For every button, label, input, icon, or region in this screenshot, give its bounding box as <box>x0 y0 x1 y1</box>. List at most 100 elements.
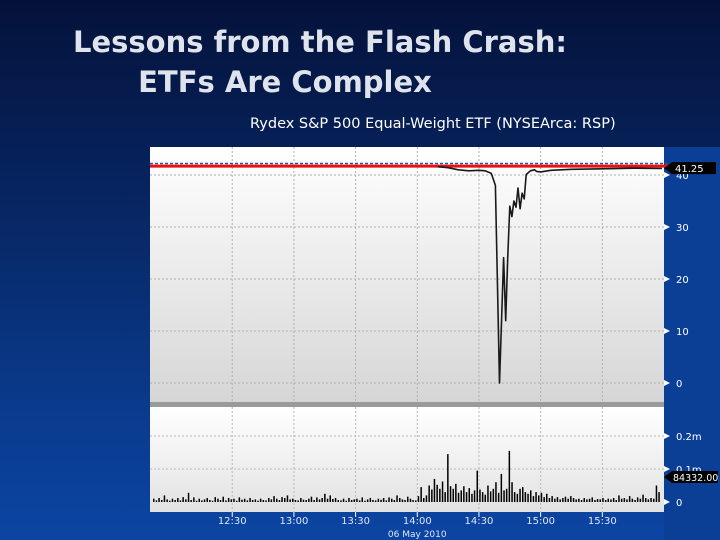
volume-tick-label: 0.2m <box>676 432 702 443</box>
last-price-label: 41.25 <box>675 164 704 175</box>
time-tick-label: 14:00 <box>403 516 432 527</box>
volume-tick-arrow <box>664 466 670 472</box>
slide-title: Lessons from the Flash Crash: ETFs Are C… <box>0 22 720 102</box>
volume-bar <box>233 498 235 502</box>
price-tick-arrow <box>664 224 670 230</box>
volume-bar <box>169 500 171 502</box>
volume-bar <box>546 493 548 503</box>
volume-bar <box>211 500 214 502</box>
volume-bar <box>238 497 241 502</box>
volume-bar <box>610 499 612 502</box>
volume-bar <box>214 497 216 502</box>
volume-bar <box>350 500 353 502</box>
volume-bar <box>262 500 265 502</box>
panel-separator <box>150 402 720 407</box>
volume-bar <box>332 499 334 502</box>
volume-bar <box>634 500 636 502</box>
volume-bar <box>503 490 505 502</box>
volume-bar <box>206 498 208 502</box>
price-tick-arrow <box>664 172 670 178</box>
volume-bar <box>580 500 583 502</box>
volume-bar <box>524 492 527 502</box>
volume-bar <box>623 498 626 502</box>
volume-bar <box>340 500 342 502</box>
slide-title-line-1: Lessons from the Flash Crash: <box>72 25 567 59</box>
volume-bar <box>377 498 380 502</box>
volume-bar <box>193 497 195 502</box>
volume-bar <box>329 495 331 502</box>
volume-bar <box>423 498 425 502</box>
volume-bar <box>436 484 438 502</box>
volume-bar <box>583 498 585 502</box>
volume-bar <box>551 496 553 502</box>
volume-bar <box>495 482 497 502</box>
volume-bar <box>497 492 500 502</box>
volume-bar <box>481 492 484 502</box>
volume-bar <box>396 495 398 502</box>
time-tick-label: 15:30 <box>588 516 617 527</box>
volume-bar <box>407 496 409 502</box>
volume-bar <box>599 499 601 502</box>
volume-bar <box>195 500 198 502</box>
volume-bar <box>385 500 388 502</box>
volume-bar <box>615 500 617 502</box>
price-tick-arrow <box>664 276 670 282</box>
volume-bar <box>554 498 556 502</box>
volume-bar <box>588 498 591 502</box>
volume-bar <box>174 500 176 502</box>
volume-bar <box>548 498 551 502</box>
volume-bar <box>433 478 436 502</box>
volume-bar <box>455 483 457 502</box>
volume-tick-arrow <box>664 433 670 439</box>
volume-bar <box>292 498 294 502</box>
volume-bar <box>642 494 644 502</box>
volume-bar <box>420 487 422 502</box>
volume-bar <box>241 499 243 502</box>
volume-bar <box>294 500 297 502</box>
volume-bar <box>187 492 190 502</box>
volume-bar <box>465 492 468 502</box>
date-label: 06 May 2010 <box>388 530 447 540</box>
volume-bar <box>417 496 420 502</box>
price-plot-area <box>150 147 664 402</box>
volume-bar <box>543 497 545 502</box>
volume-bar <box>578 498 580 502</box>
volume-bar <box>265 500 267 502</box>
volume-bar <box>618 495 620 502</box>
volume-bar <box>300 498 302 502</box>
volume-bar <box>230 499 232 502</box>
volume-bar <box>321 498 323 502</box>
volume-bar <box>388 497 390 502</box>
volume-bar <box>222 496 224 502</box>
volume-bar <box>522 487 524 502</box>
price-tick-label: 30 <box>676 223 689 234</box>
volume-bar <box>219 500 222 502</box>
volume-bar <box>556 497 559 502</box>
volume-bar <box>562 498 564 502</box>
volume-bar <box>540 492 543 502</box>
volume-bar <box>564 496 567 502</box>
volume-bar <box>297 500 299 502</box>
volume-bar <box>399 498 401 502</box>
volume-bar <box>559 499 561 502</box>
volume-bar <box>225 500 227 502</box>
volume-bar <box>177 498 179 502</box>
volume-bar <box>155 500 158 502</box>
volume-bar <box>425 495 428 502</box>
volume-bar <box>166 499 168 502</box>
volume-bar <box>527 493 529 503</box>
chart-caption: Rydex S&P 500 Equal-Weight ETF (NYSEArca… <box>250 116 616 132</box>
volume-bar <box>645 498 647 502</box>
volume-bar <box>305 500 307 502</box>
volume-bar <box>302 499 305 502</box>
volume-bar <box>639 498 642 502</box>
volume-bar <box>516 493 519 503</box>
volume-bar <box>489 491 492 502</box>
volume-bar <box>513 492 516 502</box>
volume-bar <box>653 498 655 502</box>
volume-bar <box>171 498 174 502</box>
volume-bar <box>337 500 339 502</box>
volume-bar <box>316 497 318 502</box>
volume-bar <box>655 485 658 502</box>
volume-bar <box>415 500 417 502</box>
